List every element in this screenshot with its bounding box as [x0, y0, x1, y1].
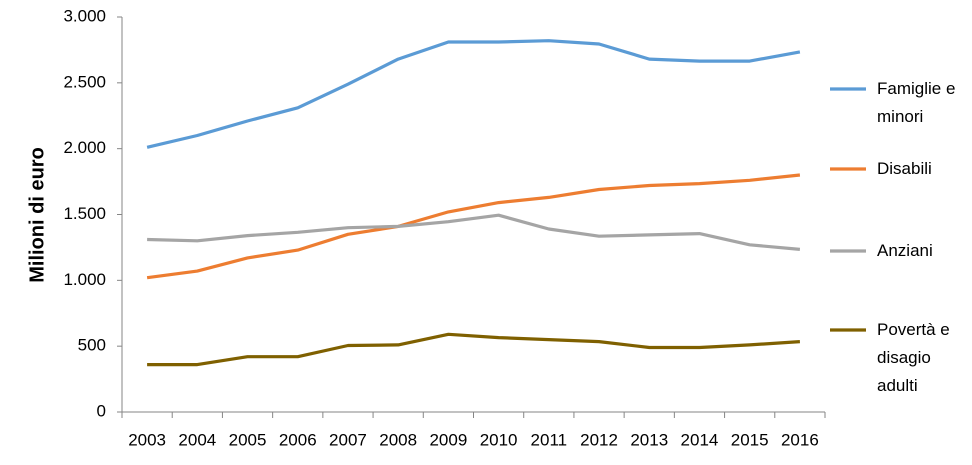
x-tick-label: 2011 [531, 430, 568, 449]
x-tick-label: 2009 [429, 430, 467, 449]
legend-label: Famiglie e minori [877, 79, 956, 126]
series-line [147, 332, 801, 367]
x-tick-label: 2014 [681, 430, 719, 449]
y-axis-label: Milioni di euro [26, 147, 48, 283]
x-tick-label: 2010 [480, 430, 518, 449]
legend-label: Anziani [877, 241, 933, 260]
x-tick-label: 2012 [580, 430, 618, 449]
legend-label: Povertà e disagio adulti [877, 320, 950, 395]
series-line [147, 213, 801, 251]
x-tick-label: 2007 [329, 430, 367, 449]
y-tick-label: 2.000 [63, 138, 106, 157]
x-tick-label: 2005 [229, 430, 267, 449]
x-tick-label: 2016 [781, 430, 819, 449]
y-tick-label: 2.500 [63, 72, 106, 91]
legend-label: Disabili [877, 159, 932, 178]
y-tick-label: 1.000 [63, 270, 106, 289]
y-tick-label: 1.500 [63, 204, 106, 223]
series-line [146, 173, 801, 280]
x-tick-label: 2004 [178, 430, 216, 449]
x-tick-label: 2008 [379, 430, 417, 449]
y-tick-label: 0 [97, 401, 106, 420]
series-line [146, 39, 801, 149]
x-tick-label: 2015 [731, 430, 769, 449]
x-tick-label: 2013 [630, 430, 668, 449]
x-tick-label: 2003 [128, 430, 166, 449]
y-tick-label: 500 [78, 336, 106, 355]
x-tick-label: 2006 [279, 430, 317, 449]
y-tick-label: 3.000 [63, 6, 106, 25]
